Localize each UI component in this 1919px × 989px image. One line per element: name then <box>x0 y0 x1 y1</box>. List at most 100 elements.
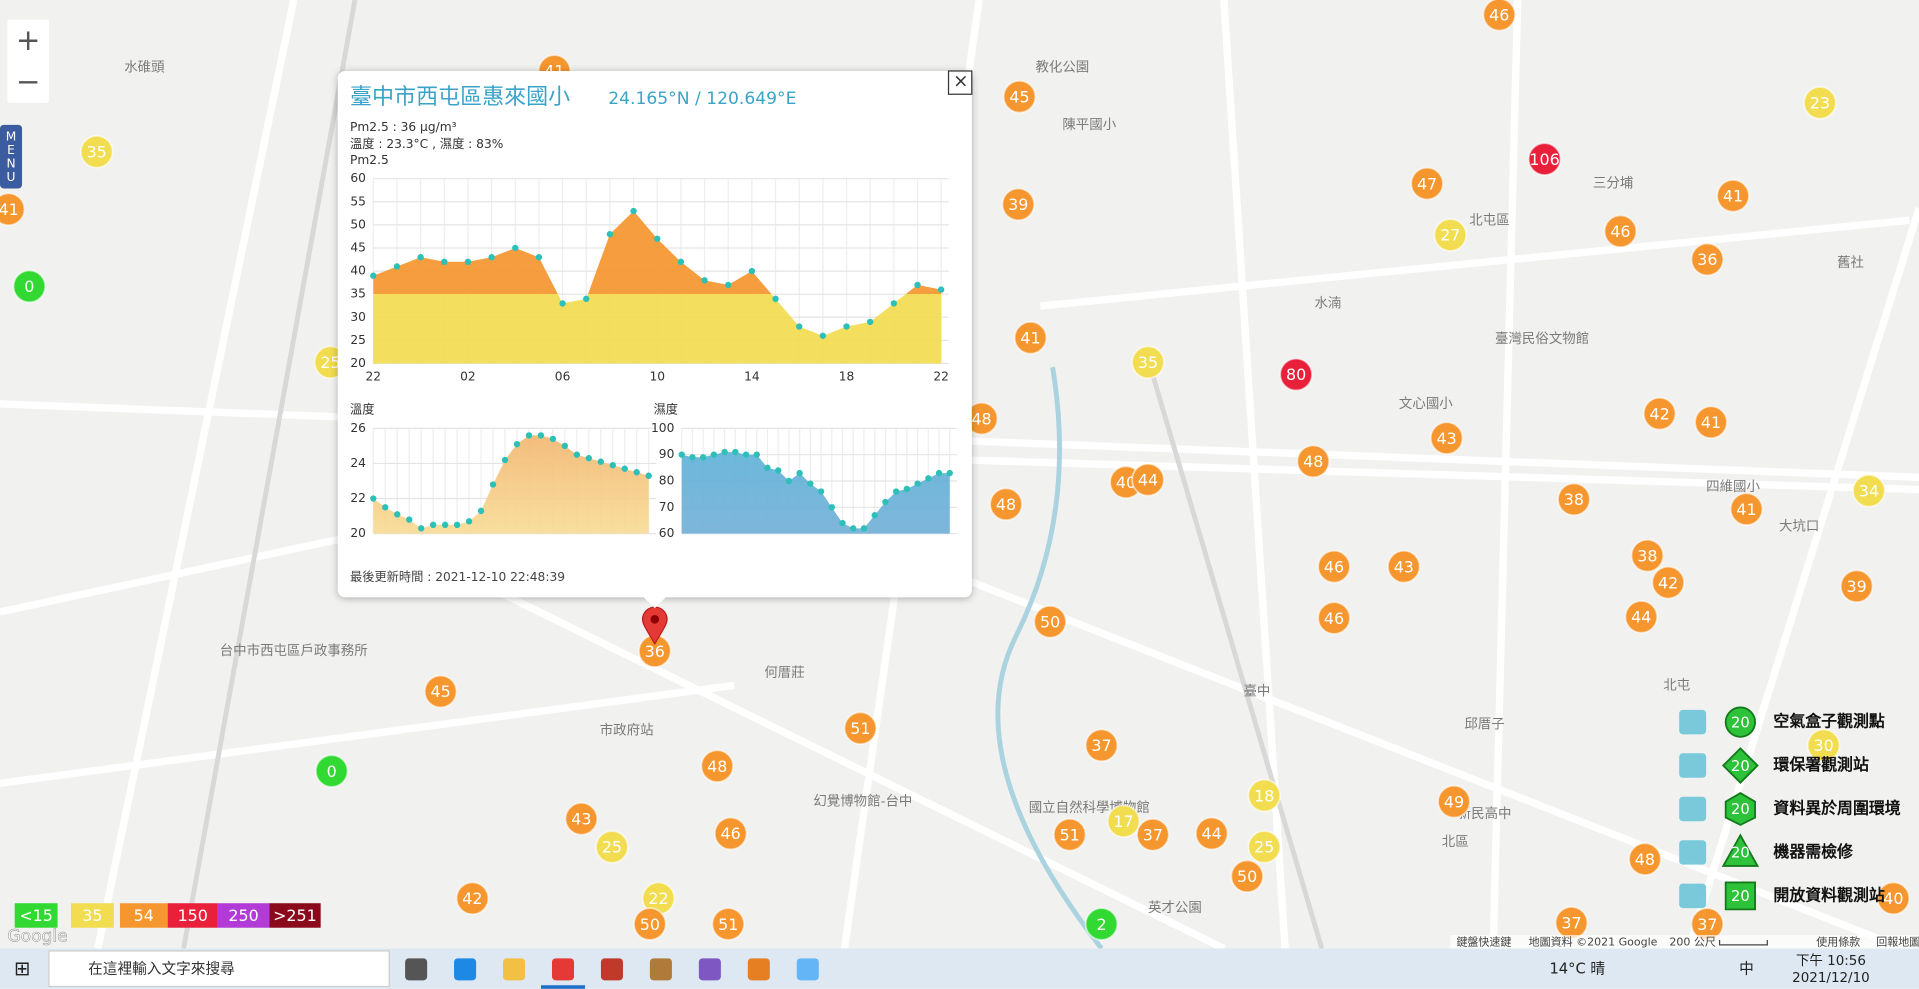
station-marker[interactable]: 106 <box>1527 142 1562 176</box>
station-marker[interactable]: 43 <box>1386 549 1421 584</box>
taskbar-app[interactable] <box>600 958 623 981</box>
station-marker[interactable]: 40 <box>1876 881 1911 916</box>
station-marker[interactable]: 0 <box>314 754 349 788</box>
station-marker[interactable]: 25 <box>1247 830 1282 864</box>
station-marker[interactable]: 51 <box>843 711 878 746</box>
taskbar-app[interactable] <box>405 958 428 981</box>
station-marker[interactable]: 35 <box>1131 345 1165 380</box>
station-marker[interactable]: 48 <box>700 749 735 783</box>
station-marker[interactable]: 47 <box>1410 166 1444 201</box>
station-marker[interactable]: 38 <box>1630 538 1665 573</box>
station-marker[interactable]: 45 <box>1002 79 1037 114</box>
station-marker[interactable]: 27 <box>1433 218 1468 252</box>
marker-dot <box>1603 214 1638 249</box>
station-marker[interactable]: 44 <box>1624 600 1659 634</box>
station-marker[interactable]: 0 <box>12 269 47 304</box>
station-marker[interactable]: 36 <box>1690 242 1725 277</box>
data-point <box>742 451 750 458</box>
aqi-legend-label: >251 <box>273 906 317 925</box>
marker-value: 43 <box>1394 557 1414 576</box>
station-marker[interactable]: 46 <box>713 816 748 851</box>
marker-dot <box>989 487 1023 522</box>
station-marker[interactable]: 80 <box>1279 357 1313 392</box>
data-point <box>393 263 401 270</box>
ime[interactable]: 中 <box>1739 960 1754 977</box>
popup-close-box[interactable] <box>947 70 973 95</box>
station-marker[interactable]: 41 <box>1013 320 1048 355</box>
station-marker[interactable]: 48 <box>1296 444 1331 479</box>
station-marker[interactable]: 44 <box>1194 816 1229 851</box>
station-marker[interactable]: 37 <box>1690 907 1725 941</box>
menu-tab[interactable] <box>0 124 23 189</box>
station-marker[interactable]: 48 <box>989 487 1023 522</box>
station-marker[interactable]: 50 <box>1230 859 1264 894</box>
station-marker[interactable]: 46 <box>1603 214 1638 249</box>
marker-dot <box>700 749 735 783</box>
taskbar-app[interactable] <box>747 958 770 981</box>
marker-value: 44 <box>1138 470 1158 489</box>
station-marker[interactable]: 50 <box>633 907 667 941</box>
taskbar-app[interactable] <box>503 958 526 981</box>
station-marker[interactable]: 41 <box>1694 405 1728 440</box>
station-marker[interactable]: 39 <box>1839 569 1874 604</box>
marker-value: 48 <box>1635 850 1655 869</box>
station-marker[interactable]: 46 <box>1482 0 1517 32</box>
map-credit[interactable]: 回報地圖錯誤 <box>1876 934 1919 948</box>
station-marker[interactable]: 2 <box>1084 907 1119 941</box>
station-marker[interactable]: 42 <box>1642 396 1677 431</box>
station-marker[interactable]: 51 <box>711 907 746 941</box>
station-marker[interactable]: 41 <box>1716 178 1750 213</box>
station-marker[interactable]: 30 <box>1806 728 1841 763</box>
map-credit[interactable]: 使用條款 <box>1816 934 1860 948</box>
station-marker[interactable]: 37 <box>1136 817 1170 852</box>
station-marker[interactable]: 39 <box>1001 187 1036 222</box>
station-marker[interactable]: 34 <box>1852 473 1886 508</box>
station-marker[interactable]: 48 <box>964 401 999 436</box>
marker-value: 37 <box>1697 915 1717 934</box>
station-marker[interactable]: 45 <box>423 674 458 709</box>
station-marker[interactable]: 46 <box>1317 601 1351 635</box>
station-marker[interactable]: 37 <box>1084 728 1119 763</box>
station-marker[interactable]: 18 <box>1247 778 1282 813</box>
place-label: 大坑口 <box>1779 518 1819 534</box>
zoom-out[interactable]: − <box>16 65 41 99</box>
start-button[interactable]: ⊞ <box>14 957 30 980</box>
zoom-in[interactable]: + <box>16 23 41 57</box>
place-label: 英才公園 <box>1148 899 1202 916</box>
station-marker[interactable]: 23 <box>1803 85 1837 120</box>
station-marker[interactable]: 35 <box>79 134 114 169</box>
marker-dot <box>1694 405 1728 440</box>
station-marker[interactable]: 49 <box>1437 784 1471 819</box>
taskbar-app[interactable] <box>698 958 721 981</box>
station-marker[interactable]: 37 <box>1554 905 1589 940</box>
map-credit[interactable]: 鍵盤快速鍵 <box>1456 934 1511 948</box>
taskbar-app[interactable] <box>551 958 575 981</box>
station-marker[interactable]: 17 <box>1106 804 1141 839</box>
station-marker[interactable]: 50 <box>1033 604 1067 639</box>
taskbar-app[interactable] <box>649 958 672 981</box>
station-marker[interactable]: 42 <box>455 881 490 916</box>
marker-dot <box>1084 907 1119 941</box>
chart-title: 濕度 <box>654 402 678 417</box>
data-point <box>871 512 878 519</box>
station-marker[interactable]: 41 <box>0 192 26 227</box>
taskbar-app[interactable] <box>454 958 477 981</box>
station-marker[interactable]: 46 <box>1317 549 1351 584</box>
search-box[interactable] <box>48 950 390 988</box>
station-marker[interactable]: 43 <box>564 801 599 836</box>
popup-close[interactable]: × <box>953 71 968 92</box>
x-tick-label: 18 <box>839 369 855 383</box>
station-marker[interactable]: 48 <box>1628 842 1662 877</box>
station-marker[interactable]: 38 <box>1557 482 1591 517</box>
station-marker[interactable]: 25 <box>595 830 629 864</box>
station-marker[interactable]: 41 <box>1729 492 1764 526</box>
taskbar-app[interactable] <box>796 958 819 981</box>
menu-letter: E <box>7 143 15 157</box>
station-marker[interactable]: 42 <box>1651 565 1686 600</box>
place-label: 陳平國小 <box>1062 117 1116 133</box>
station-marker[interactable]: 43 <box>1429 421 1464 455</box>
station-marker[interactable]: 51 <box>1052 817 1087 852</box>
data-point <box>417 525 425 532</box>
station-marker[interactable]: 44 <box>1131 462 1165 497</box>
